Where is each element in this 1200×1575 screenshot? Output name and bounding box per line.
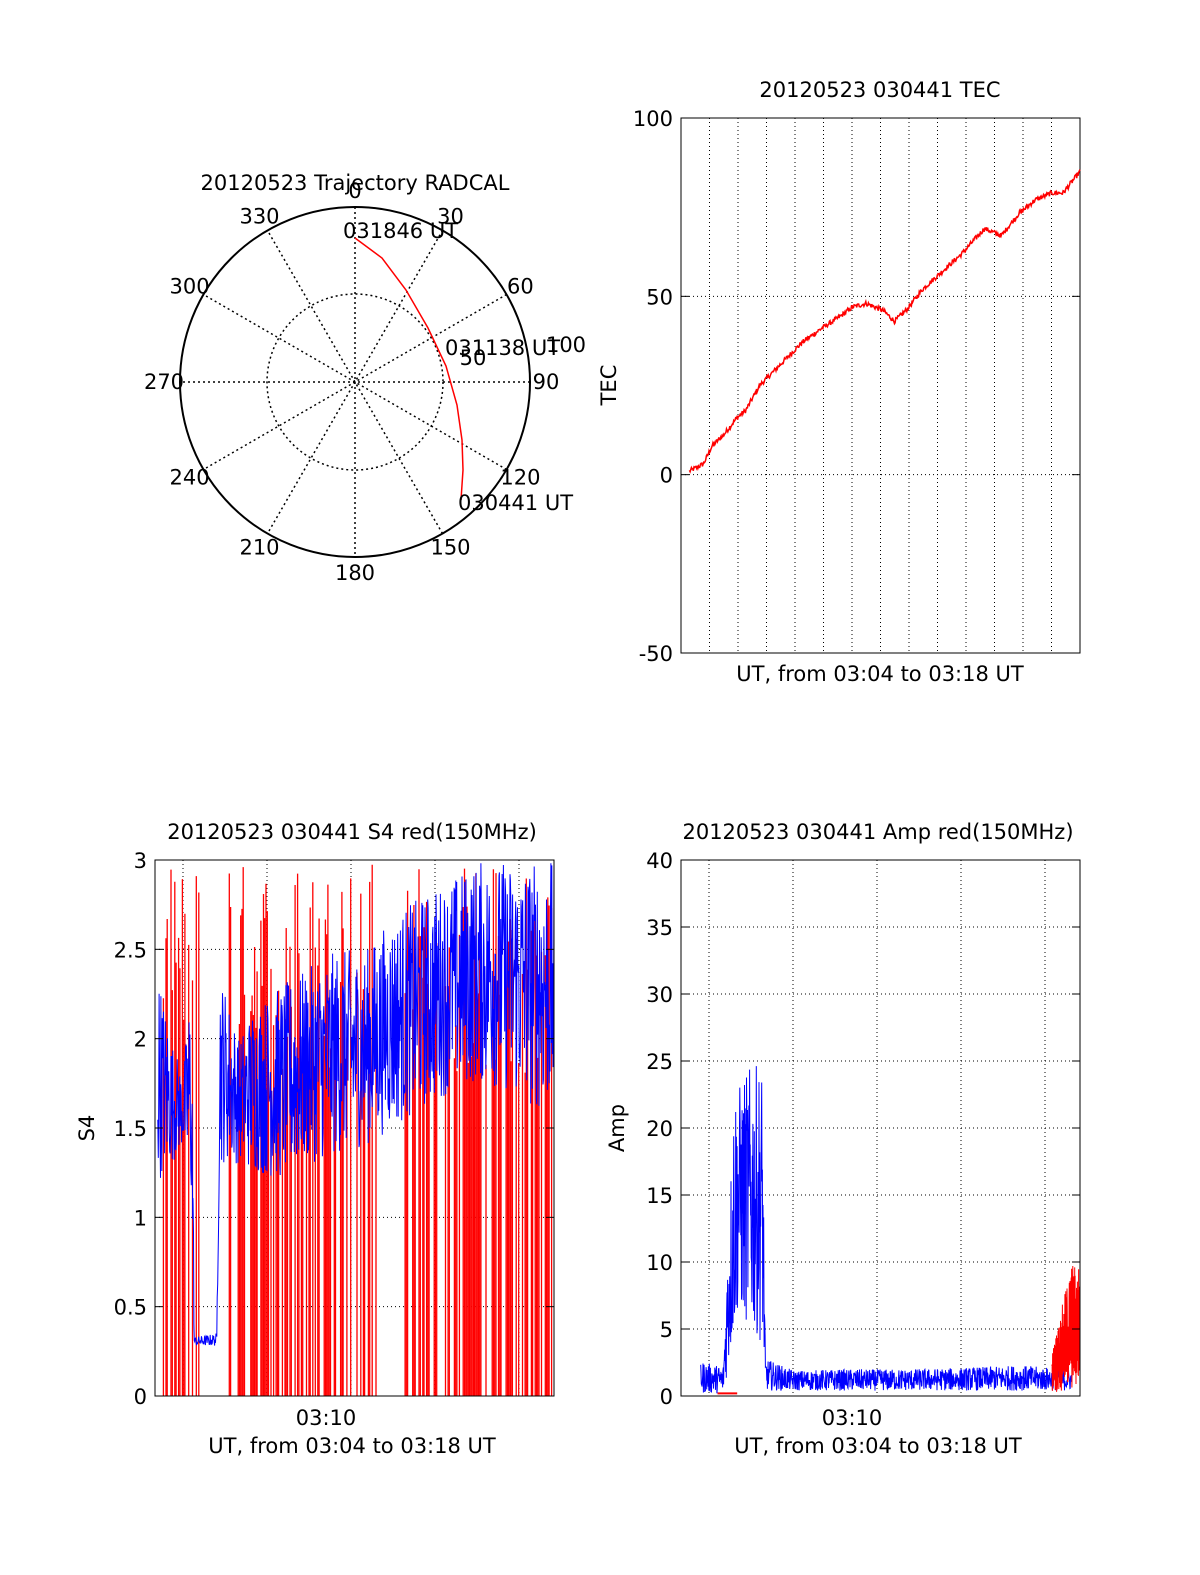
tec-plot-frame <box>680 117 1081 654</box>
amp-blue-line <box>700 1066 1073 1394</box>
s4-blue-series <box>157 860 555 1346</box>
amp-title: 20120523 030441 Amp red(150MHz) <box>682 820 1073 844</box>
azimuth-label: 210 <box>239 535 279 559</box>
amp-ylabel: Amp <box>605 1104 629 1152</box>
y-tick-label: 0 <box>134 1385 147 1409</box>
y-tick-label: 40 <box>646 849 673 873</box>
y-tick-label: 0.5 <box>114 1296 147 1320</box>
s4-ylabel: S4 <box>75 1115 99 1142</box>
amp-plot: 20120523 030441 Amp red(150MHz) 40 35 30 25… <box>605 820 1081 1458</box>
azimuth-label: 300 <box>170 275 210 299</box>
tec-xlabel: UT, from 03:04 to 03:18 UT <box>736 662 1024 686</box>
azimuth-label: 150 <box>430 535 470 559</box>
s4-x-tick-label: 03:10 <box>296 1406 357 1430</box>
azimuth-label: 270 <box>144 370 184 394</box>
tec-plot: 20120523 030441 TEC 100 50 0 -50 TEC UT, fr… <box>597 78 1081 686</box>
azimuth-label: 180 <box>335 561 375 585</box>
tec-title: 20120523 030441 TEC <box>759 78 1000 102</box>
s4-blue-line <box>157 860 555 1346</box>
amp-red-series <box>717 1265 1081 1395</box>
azimuth-label: 0 <box>348 179 361 203</box>
amp-blue-series <box>700 1066 1073 1394</box>
trajectory-plot: 20120523 Trajectory RADCAL 0 30 60 90 120 150… <box>144 171 586 585</box>
tec-ylabel: TEC <box>597 365 621 407</box>
y-tick-label: 30 <box>646 983 673 1007</box>
s4-xlabel: UT, from 03:04 to 03:18 UT <box>208 1434 496 1458</box>
y-tick-label: 5 <box>660 1318 673 1342</box>
amp-xlabel: UT, from 03:04 to 03:18 UT <box>734 1434 1022 1458</box>
y-tick-label: 2.5 <box>114 938 147 962</box>
y-tick-label: 0 <box>660 464 673 488</box>
trajectory-line <box>354 237 464 501</box>
y-tick-label: 20 <box>646 1117 673 1141</box>
annotation-mid: 031138 UT <box>445 336 560 360</box>
y-tick-label: 2 <box>134 1028 147 1052</box>
azimuth-label: 30 <box>437 205 464 229</box>
amp-grid <box>681 860 1080 1396</box>
s4-title: 20120523 030441 S4 red(150MHz) <box>167 820 537 844</box>
y-tick-label: 1 <box>134 1206 147 1230</box>
annotation-start: 031846 UT <box>343 219 458 243</box>
y-tick-label: 35 <box>646 916 673 940</box>
ring-label-100: 100 <box>546 333 586 357</box>
azimuth-spoke <box>266 230 444 534</box>
y-tick-label: 0 <box>660 1385 673 1409</box>
amp-plot-frame <box>680 859 1081 1397</box>
azimuth-label: 240 <box>170 466 210 490</box>
azimuth-label: 90 <box>533 370 560 394</box>
y-tick-label: 100 <box>633 107 673 131</box>
azimuth-label: 330 <box>239 205 279 229</box>
amp-x-tick-label: 03:10 <box>822 1406 883 1430</box>
tec-series-line <box>688 169 1081 474</box>
azimuth-label: 60 <box>507 275 534 299</box>
y-tick-label: 3 <box>134 849 147 873</box>
ring-label-50: 50 <box>460 346 487 370</box>
tec-grid <box>681 118 1080 653</box>
amp-y-ticks: 40 35 30 25 20 15 10 5 0 <box>646 849 1080 1409</box>
azimuth-labels: 0 30 60 90 120 150 180 210 240 270 300 330 <box>144 179 559 585</box>
amp-red-line <box>1051 1265 1081 1392</box>
tec-y-ticks: 100 50 0 -50 <box>633 107 1080 666</box>
s4-plot: 20120523 030441 S4 red(150MHz) 3 2.5 2 1.5 1… <box>75 820 555 1458</box>
azimuth-spokes <box>180 207 530 557</box>
s4-y-ticks: 3 2.5 2 1.5 1 0.5 0 <box>114 849 554 1409</box>
y-tick-label: -50 <box>639 642 673 666</box>
y-tick-label: 25 <box>646 1050 673 1074</box>
y-tick-label: 1.5 <box>114 1117 147 1141</box>
azimuth-label: 120 <box>500 466 540 490</box>
annotation-end: 030441 UT <box>458 491 573 515</box>
y-tick-label: 10 <box>646 1251 673 1275</box>
y-tick-label: 15 <box>646 1184 673 1208</box>
y-tick-label: 50 <box>646 285 673 309</box>
trajectory-title: 20120523 Trajectory RADCAL <box>201 171 510 195</box>
